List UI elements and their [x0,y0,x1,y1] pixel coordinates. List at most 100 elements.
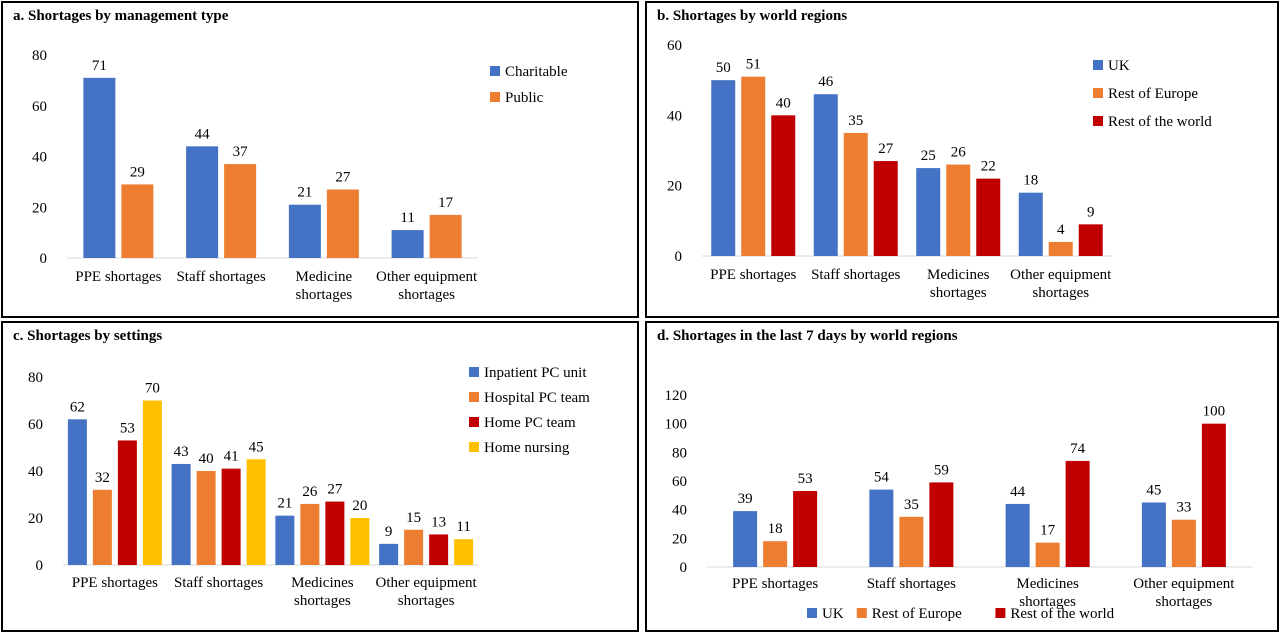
bar [741,76,766,257]
bar [92,489,112,565]
data-label: 53 [120,420,135,436]
x-tick-label-line: shortages [398,287,455,303]
y-tick-label: 60 [28,417,43,433]
y-tick-label: 60 [667,38,682,54]
bar [404,529,424,565]
data-label: 54 [874,470,890,486]
bar [117,440,137,565]
legend-swatch [469,367,479,377]
data-label: 35 [848,113,863,129]
bar [929,482,954,567]
x-tick-label-line: Medicines [1016,576,1079,592]
x-tick-label: Other equipment shortages [376,575,478,609]
y-tick-label: 80 [32,48,47,64]
x-tick-label: Medicine shortages [296,269,353,303]
x-tick-label: Other equipment shortages [1133,576,1235,610]
x-tick-label-line: Medicines [291,575,354,591]
x-tick-label-line: shortages [1156,594,1213,610]
chart-panel-b: b. Shortages by world regions 0 20 40 60 PPE… [645,1,1279,318]
data-label: 9 [1087,204,1095,220]
data-label: 11 [400,210,414,226]
legend-swatch [490,66,500,76]
bar [454,539,474,565]
legend-label: Inpatient PC unit [484,365,587,381]
x-tick-label-line: Staff shortages [867,576,956,592]
chart-panel-d: d. Shortages in the last 7 days by world… [645,321,1279,632]
legend-swatch [1093,88,1103,98]
data-label: 11 [456,519,470,535]
legend-label: UK [1108,58,1130,74]
data-label: 70 [145,381,160,397]
data-label: 15 [406,510,421,526]
bar [916,168,941,256]
data-label: 21 [297,185,312,201]
data-label: 45 [1146,483,1161,499]
data-label: 39 [738,491,753,507]
x-tick-label-line: PPE shortages [710,267,796,283]
data-label: 32 [95,470,110,486]
data-label: 26 [302,484,318,500]
x-tick-label-line: shortages [398,593,455,609]
x-tick-label: PPE shortages [710,267,796,283]
y-tick-label: 40 [32,150,47,166]
data-label: 53 [798,471,813,487]
data-label: 17 [438,195,454,211]
x-tick-label: Other equipment shortages [376,269,478,303]
legend-swatch [1093,116,1103,126]
x-tick-label-line: shortages [294,593,351,609]
y-tick-label: 20 [667,179,682,195]
x-tick-label: Medicines shortages [927,267,990,301]
legend-label: Hospital PC team [484,390,590,406]
x-tick-label-line: PPE shortages [72,575,158,591]
data-label: 62 [70,399,85,415]
bar [325,501,345,565]
bar [300,503,320,565]
chart-title: a. Shortages by management type [13,8,229,24]
legend-swatch [469,442,479,452]
x-tick-label-line: Other equipment [376,269,478,285]
bar [326,189,359,258]
data-label: 35 [904,497,919,513]
legend-swatch [469,392,479,402]
legend-label: Rest of the world [1010,606,1114,622]
bar [391,230,424,258]
bar [246,459,266,565]
bar [1005,503,1030,567]
x-tick-label-line: Staff shortages [176,269,265,285]
data-label: 18 [768,521,783,537]
bar [1065,460,1090,567]
chart-title: b. Shortages by world regions [657,8,848,24]
x-tick-label-line: Medicine [296,269,353,285]
chart-title: d. Shortages in the last 7 days by world… [657,328,958,344]
data-label: 21 [277,496,292,512]
data-label: 44 [1010,484,1026,500]
data-label: 100 [1203,404,1226,420]
legend-swatch [490,92,500,102]
bar [288,204,321,258]
bar [899,516,924,567]
bar [429,214,462,258]
chart-a-svg: 0 20 40 60 80 PPE shortages 71 29 Staff shortage… [32,48,568,303]
data-label: 74 [1070,441,1086,457]
bar [1141,502,1166,567]
bar [379,543,399,565]
y-tick-label: 60 [672,474,687,490]
y-tick-label: 40 [667,108,682,124]
bar [946,164,971,256]
x-tick-label-line: PPE shortages [75,269,161,285]
x-tick-label: Staff shortages [176,269,265,285]
legend-label: UK [822,606,844,622]
legend-label: Home nursing [484,440,570,456]
legend-swatch [995,608,1006,618]
bar [1048,241,1073,256]
data-label: 17 [1040,523,1056,539]
bar [843,132,868,256]
x-tick-label: PPE shortages [75,269,161,285]
data-label: 71 [92,58,107,74]
x-tick-label-line: shortages [1032,285,1089,301]
y-tick-label: 120 [665,388,688,404]
data-label: 18 [1023,173,1038,189]
x-tick-label-line: Staff shortages [811,267,900,283]
bar [429,534,449,565]
bar [733,511,758,567]
